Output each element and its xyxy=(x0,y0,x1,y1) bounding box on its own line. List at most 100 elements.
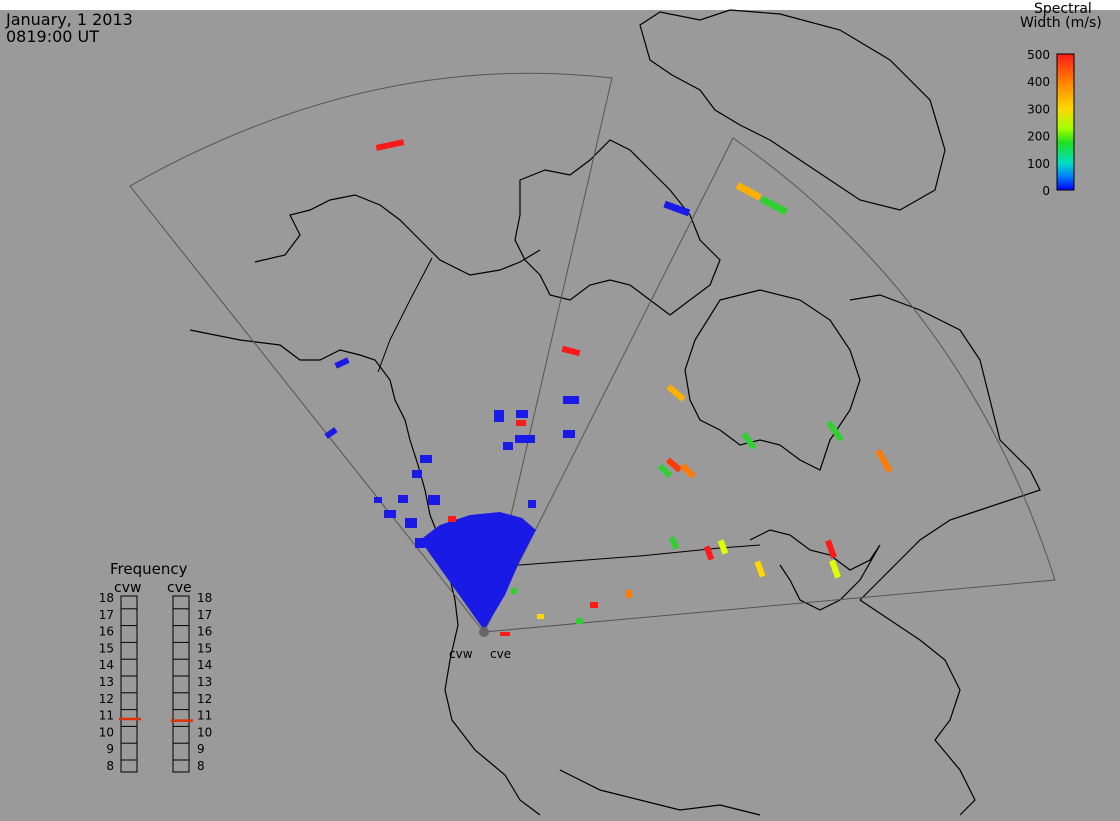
frequency-tick-left: 18 xyxy=(99,591,114,605)
coast-labrador xyxy=(849,294,1041,601)
border-us-canada xyxy=(479,544,761,569)
colorbar-tick-label: 300 xyxy=(1027,102,1050,116)
echo-yellow xyxy=(754,560,766,578)
echo-orange xyxy=(666,384,686,402)
frequency-tick-left: 16 xyxy=(99,625,114,639)
scatter-cell xyxy=(516,410,528,418)
echo-red xyxy=(448,516,456,522)
radar-site-marker xyxy=(479,627,489,637)
echo-orange xyxy=(626,590,632,598)
scatter-cell xyxy=(398,495,408,503)
frequency-tick-left: 17 xyxy=(99,608,114,622)
near-range-scatter xyxy=(324,200,691,630)
frequency-tick-left: 11 xyxy=(99,709,114,723)
scatter-cell xyxy=(420,455,432,463)
echo-red xyxy=(825,539,837,559)
frequency-tick-right: 15 xyxy=(197,641,212,655)
scatter-cell xyxy=(334,357,350,369)
coast-arctic-islands xyxy=(514,139,721,316)
scatter-cell xyxy=(384,510,396,518)
frequency-tick-right: 18 xyxy=(197,591,212,605)
radar-label-cve: cve xyxy=(490,647,511,661)
echo-red xyxy=(516,420,526,426)
coast-mexico xyxy=(559,769,761,816)
frequency-tick-left: 14 xyxy=(99,658,114,672)
echo-red xyxy=(665,457,683,473)
echo-green xyxy=(668,536,680,550)
echo-green xyxy=(511,588,517,594)
echo-green xyxy=(741,431,757,451)
coastlines xyxy=(189,9,1041,816)
coast-great-lakes xyxy=(749,529,881,611)
scatter-cell xyxy=(663,200,691,217)
frequency-cve-label: cve xyxy=(167,580,192,596)
colorbar-tick-label: 100 xyxy=(1027,157,1050,171)
scatter-cell xyxy=(563,430,575,438)
scatter-cell xyxy=(503,442,513,450)
frequency-tick-right: 9 xyxy=(197,742,205,756)
frequency-tick-right: 13 xyxy=(197,675,212,689)
echo-orange xyxy=(875,449,893,473)
colorbar-tick-label: 0 xyxy=(1042,184,1050,198)
scatter-cell xyxy=(428,495,440,505)
echo-red xyxy=(590,602,598,608)
scatter-cell xyxy=(563,396,579,404)
frequency-tick-left: 12 xyxy=(99,692,114,706)
coast-us-east xyxy=(859,599,976,816)
scatter-cell xyxy=(405,518,417,528)
scatter-cell xyxy=(412,470,422,478)
coast-hudson-bay xyxy=(684,289,861,471)
frequency-tick-right: 12 xyxy=(197,692,212,706)
colorbar-title-2: Width (m/s) xyxy=(1020,15,1102,31)
radar-fov xyxy=(129,72,1056,634)
frequency-column-cvw xyxy=(120,595,138,773)
frequency-panel: 18 18 17 17 16 16 15 15 14 14 13 13 12 12 11 11 10 10 9 9 8 8 xyxy=(99,591,213,773)
frequency-tick-right: 10 xyxy=(197,725,212,739)
echo-red xyxy=(703,545,715,561)
echo-orange xyxy=(680,463,696,479)
frequency-tick-left: 10 xyxy=(99,725,114,739)
colorbar xyxy=(1056,53,1075,191)
frequency-tick-left: 15 xyxy=(99,641,114,655)
scatter-cell xyxy=(374,497,382,503)
echo-red xyxy=(500,632,510,636)
scatter-cell xyxy=(515,435,535,443)
colorbar-ticks: 500 400 300 200 100 0 xyxy=(1027,48,1050,198)
frequency-cvw-label: cvw xyxy=(114,580,141,596)
frequency-tick-left: 13 xyxy=(99,675,114,689)
frequency-tick-right: 17 xyxy=(197,608,212,622)
echo-yellow xyxy=(537,614,544,619)
echo-red xyxy=(561,345,581,357)
frequency-tick-left: 9 xyxy=(106,742,114,756)
top-band xyxy=(0,0,1120,10)
time-label: 0819:00 UT xyxy=(6,27,99,46)
coast-greenland xyxy=(639,9,946,211)
radar-label-cvw: cvw xyxy=(449,647,473,661)
frequency-tick-left: 8 xyxy=(106,759,114,773)
echo-orange xyxy=(735,182,762,201)
fov-cve xyxy=(483,137,1056,633)
frequency-tick-right: 8 xyxy=(197,759,205,773)
frequency-title: Frequency xyxy=(110,560,188,578)
colorbar-tick-label: 500 xyxy=(1027,48,1050,62)
colorbar-tick-label: 200 xyxy=(1027,130,1050,144)
border-alaska xyxy=(377,257,433,373)
colorbar-title-1: Spectral xyxy=(1034,1,1092,17)
frequency-tick-right: 11 xyxy=(197,709,212,723)
coast-alaska-north xyxy=(254,194,541,276)
fov-cvw xyxy=(129,72,613,634)
echo-yellow xyxy=(717,539,729,555)
date-label: January, 1 2013 xyxy=(5,10,133,29)
scatter-cell xyxy=(415,538,425,548)
frequency-tick-right: 16 xyxy=(197,625,212,639)
colorbar-tick-label: 400 xyxy=(1027,75,1050,89)
echo-yellow xyxy=(829,559,841,579)
scatter-cell xyxy=(494,410,504,422)
echo-green xyxy=(576,618,583,624)
frequency-column-cve xyxy=(172,595,190,773)
echo-green xyxy=(657,463,673,479)
echo-red xyxy=(375,139,405,151)
